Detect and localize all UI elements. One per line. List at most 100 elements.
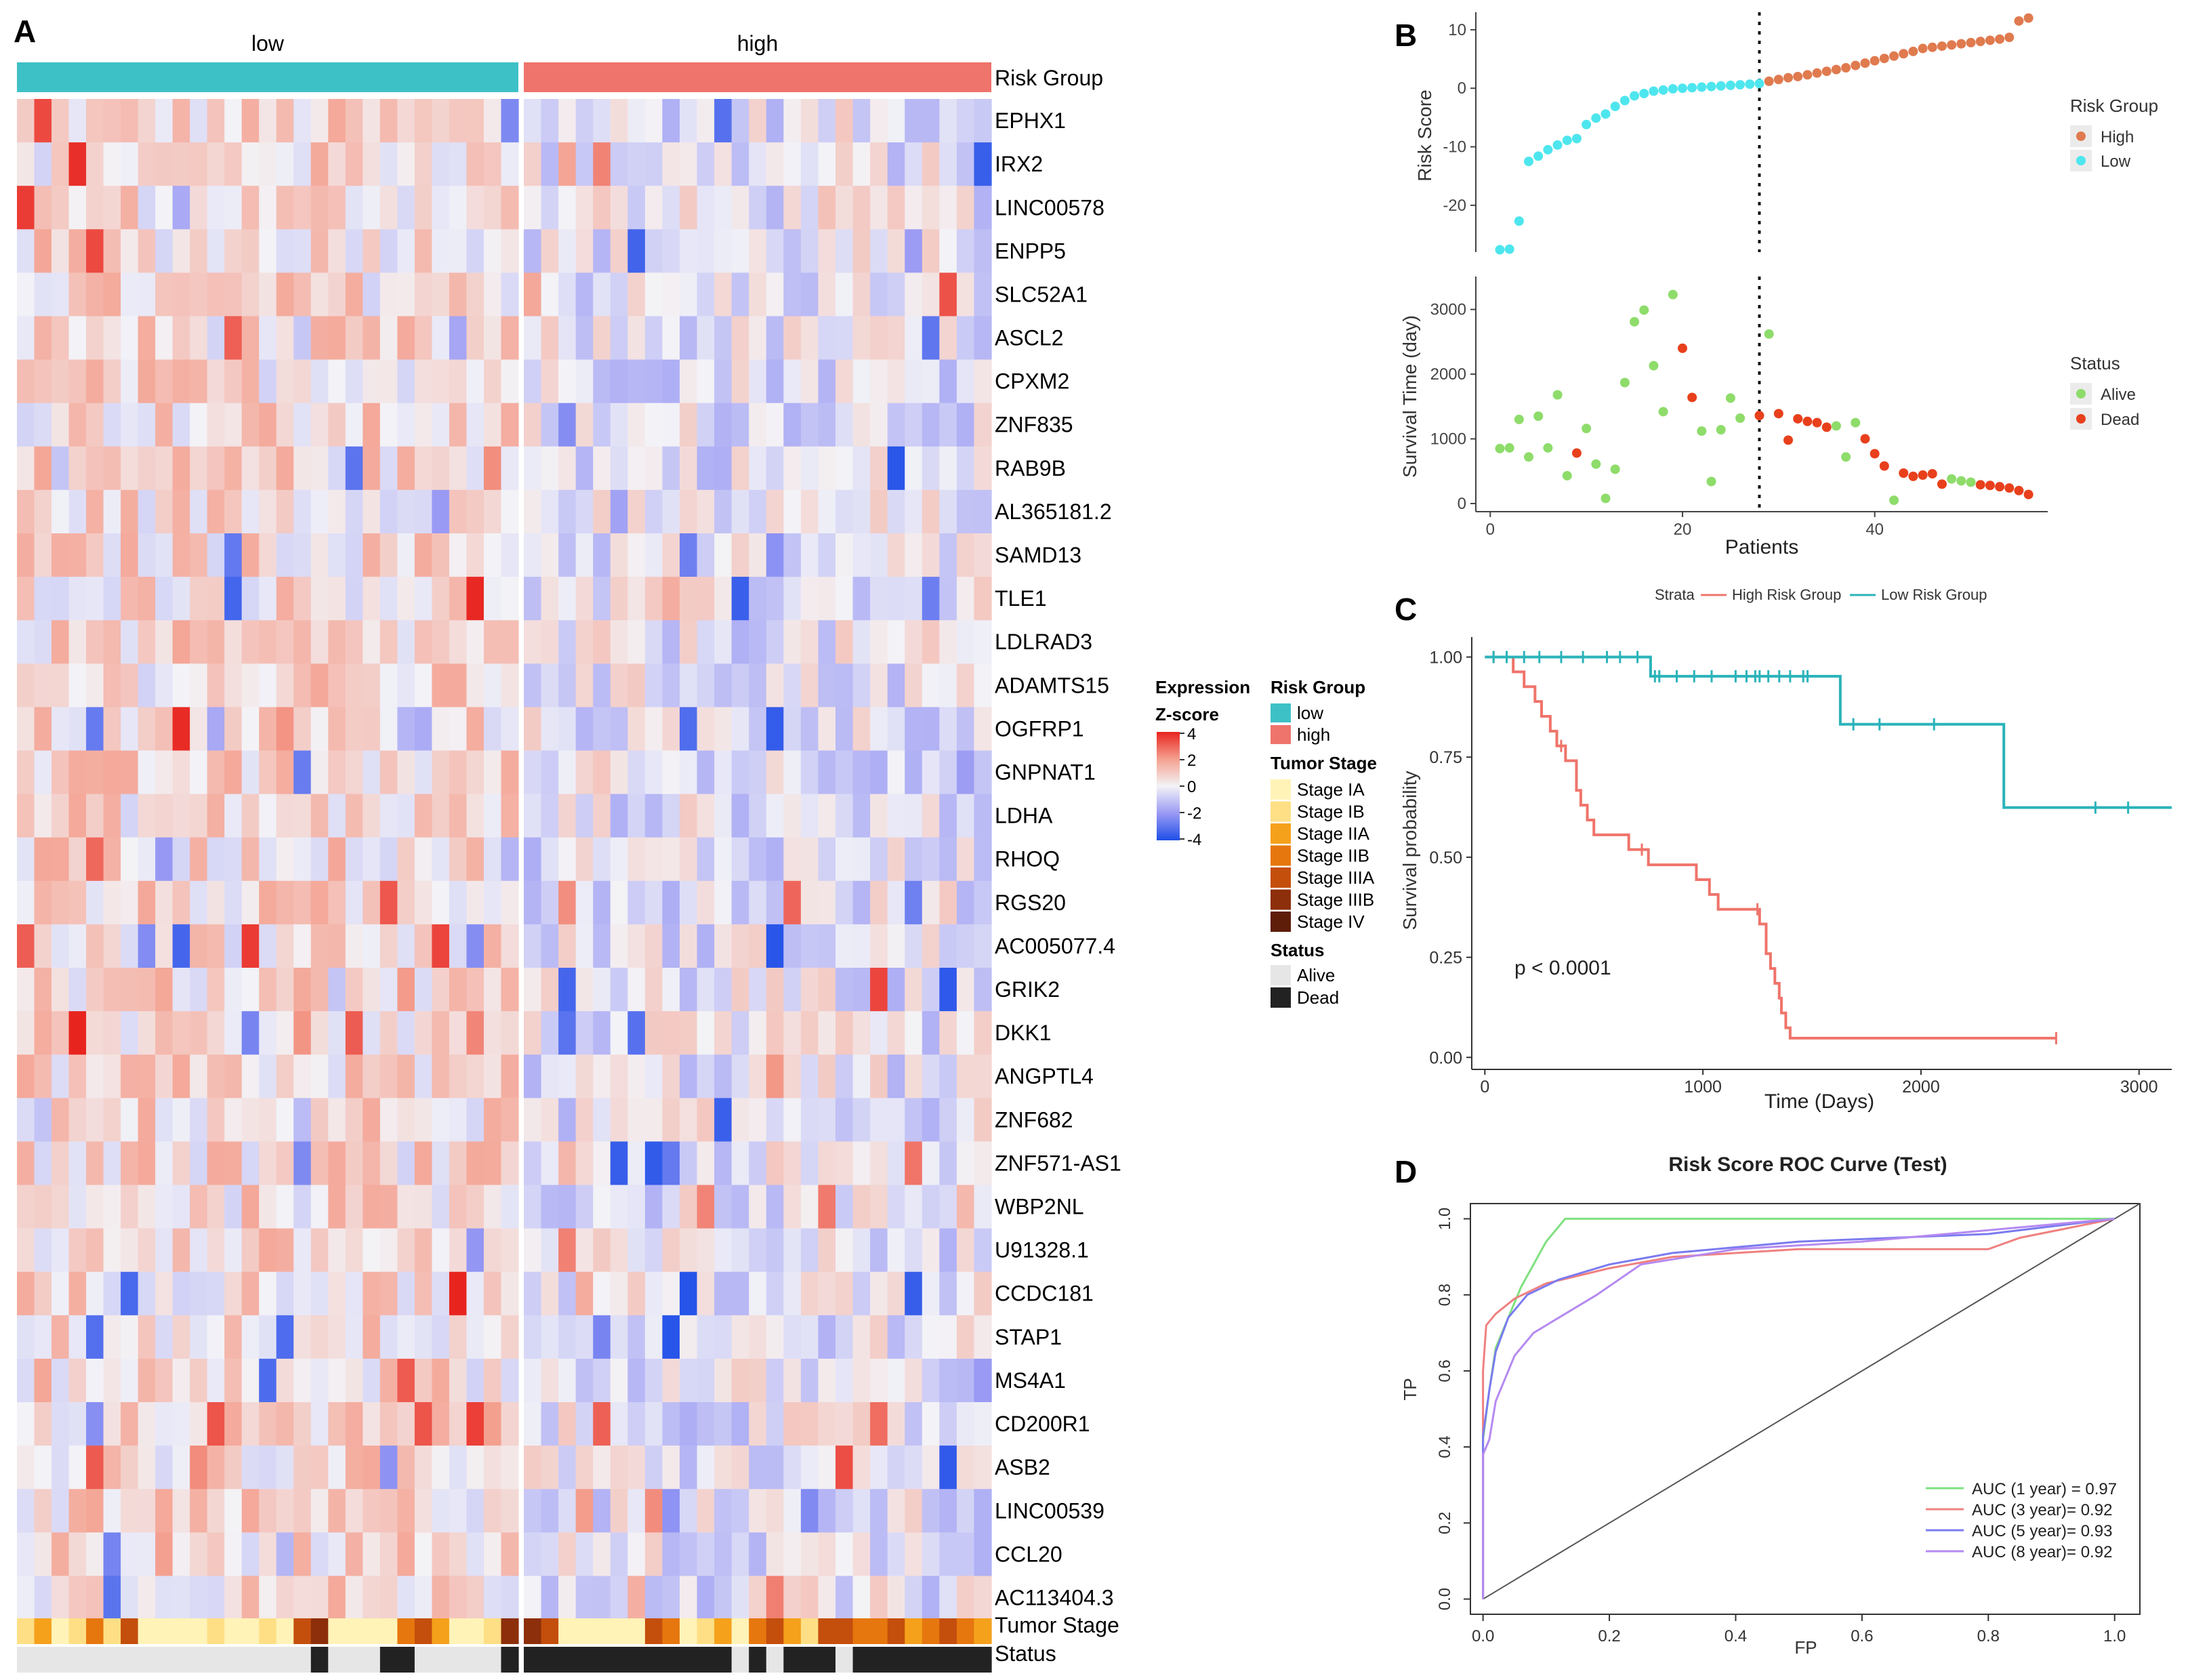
heatmap-cell xyxy=(558,968,577,1012)
heatmap-cell xyxy=(627,1532,646,1576)
heatmap-cell xyxy=(800,1271,819,1316)
heatmap-cell xyxy=(224,1228,243,1273)
heatmap-cell xyxy=(905,446,923,491)
heatmap-cell xyxy=(922,1489,940,1533)
risk-score-point xyxy=(1956,39,1966,49)
y-axis-title: Survival probability xyxy=(1399,771,1420,930)
heatmap-cell xyxy=(241,1489,260,1533)
heatmap-cell xyxy=(328,1185,346,1229)
heatmap-cell xyxy=(103,359,121,404)
heatmap-cell xyxy=(379,1446,398,1490)
heatmap-cell xyxy=(818,1489,836,1533)
heatmap-cell xyxy=(241,837,260,882)
tumor-stage-cell xyxy=(524,1618,542,1644)
heatmap-cell xyxy=(835,620,854,664)
heatmap-cell xyxy=(818,359,836,404)
heatmap-cell xyxy=(662,1446,680,1490)
heatmap-cell xyxy=(310,707,329,752)
heatmap-cell xyxy=(593,1054,611,1099)
tumor-stage-cell xyxy=(328,1618,346,1644)
heatmap-cell xyxy=(524,186,542,230)
heatmap-cell xyxy=(905,663,923,708)
heatmap-cell xyxy=(541,142,559,186)
heatmap-cell xyxy=(190,1315,208,1359)
heatmap-cell xyxy=(783,1098,802,1142)
legend-risk-group-swatch xyxy=(1271,703,1291,722)
heatmap-cell xyxy=(397,707,415,752)
heatmap-cell xyxy=(627,577,646,621)
heatmap-cell xyxy=(644,1402,663,1446)
heatmap-cell xyxy=(939,1141,957,1186)
x-tick-label: 0 xyxy=(1486,520,1495,539)
heatmap-cell xyxy=(379,359,398,404)
heatmap-cell xyxy=(714,577,732,621)
heatmap-cell xyxy=(259,1446,277,1490)
heatmap-cell xyxy=(731,1402,749,1446)
heatmap-cell xyxy=(379,489,398,534)
gene-label: ASCL2 xyxy=(995,326,1063,350)
heatmap-cell xyxy=(501,1489,519,1533)
heatmap-cell xyxy=(524,837,542,882)
gene-label: ASB2 xyxy=(995,1455,1050,1479)
heatmap-cell xyxy=(627,186,646,230)
heatmap-cell xyxy=(103,968,121,1012)
survival-time-point xyxy=(1908,471,1918,481)
heatmap-cell xyxy=(276,1402,294,1446)
heatmap-cell xyxy=(190,924,208,968)
heatmap-cell xyxy=(939,489,957,534)
heatmap-cell xyxy=(68,1011,87,1055)
heatmap-cell xyxy=(887,663,905,708)
heatmap-cell xyxy=(610,403,628,447)
heatmap-cell xyxy=(905,1011,923,1055)
tumor-stage-cell xyxy=(593,1618,611,1644)
heatmap-cell xyxy=(172,1446,190,1490)
heatmap-cell xyxy=(121,1402,139,1446)
y-axis-title: Survival Time (day) xyxy=(1399,315,1420,478)
heatmap-cell xyxy=(68,880,87,925)
gene-label: ADAMTS15 xyxy=(995,673,1109,697)
heatmap-cell xyxy=(414,1054,433,1099)
heatmap-cell xyxy=(818,1185,836,1229)
heatmap-cell xyxy=(818,1402,836,1446)
heatmap-cell xyxy=(501,1011,519,1055)
risk-score-point xyxy=(1677,83,1687,94)
heatmap-cell xyxy=(644,186,663,230)
heatmap-cell xyxy=(34,229,52,273)
heatmap-cell xyxy=(714,1011,732,1055)
heatmap-cell xyxy=(172,1011,190,1055)
heatmap-cell xyxy=(414,968,433,1012)
heatmap-cell xyxy=(432,663,450,708)
heatmap-cell xyxy=(680,1098,698,1142)
heatmap-cell xyxy=(51,750,70,795)
heatmap-cell xyxy=(224,880,243,925)
heatmap-cell xyxy=(68,1098,87,1142)
heatmap-cell xyxy=(697,186,715,230)
heatmap-cell xyxy=(466,403,484,447)
heatmap-cell xyxy=(121,1576,139,1620)
heatmap-cell xyxy=(51,403,70,447)
heatmap-cell xyxy=(466,837,484,882)
heatmap-cell xyxy=(610,1446,628,1490)
heatmap-cell xyxy=(466,1358,484,1403)
risk-score-point xyxy=(1889,51,1899,61)
heatmap-cell xyxy=(680,1271,698,1316)
heatmap-cell xyxy=(466,99,484,143)
tumor-stage-cell xyxy=(17,1618,35,1644)
heatmap-cell xyxy=(51,1185,70,1229)
heatmap-cell xyxy=(68,489,87,534)
heatmap-cell xyxy=(483,359,502,404)
heatmap-cell xyxy=(103,316,121,361)
heatmap-cell xyxy=(51,229,70,273)
heatmap-cell xyxy=(121,359,139,404)
status-cell xyxy=(293,1647,312,1673)
heatmap-cell xyxy=(34,577,52,621)
heatmap-cell xyxy=(852,707,871,752)
heatmap-cell xyxy=(121,880,139,925)
heatmap-cell xyxy=(68,316,87,361)
heatmap-cell xyxy=(887,924,905,968)
heatmap-cell xyxy=(310,1098,329,1142)
heatmap-cell xyxy=(575,186,594,230)
heatmap-cell xyxy=(627,1576,646,1620)
gene-label: ZNF571-AS1 xyxy=(995,1151,1121,1175)
heatmap-cell xyxy=(190,1532,208,1576)
